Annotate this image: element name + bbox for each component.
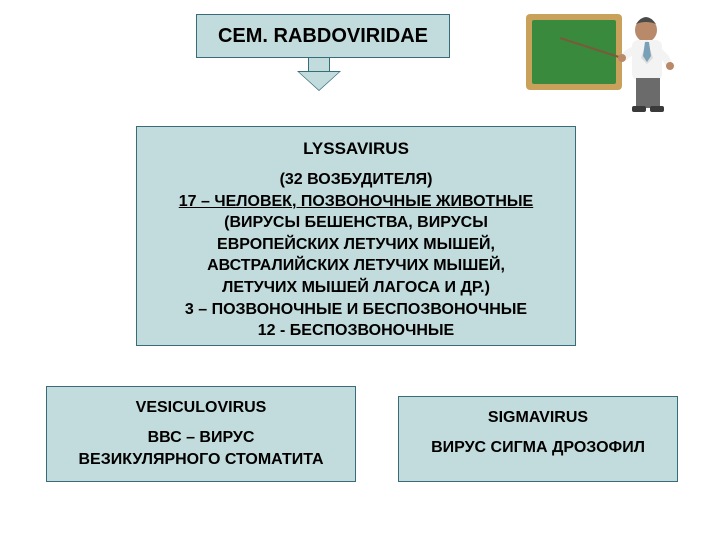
hand-right — [666, 62, 674, 70]
vesiculovirus-title: VESICULOVIRUS — [57, 399, 345, 417]
lyssavirus-line: ЕВРОПЕЙСКИХ ЛЕТУЧИХ МЫШЕЙ, — [147, 234, 565, 256]
lyssavirus-line: (32 ВОЗБУДИТЕЛЯ) — [147, 169, 565, 191]
vesiculovirus-lines: ВВС – ВИРУСВЕЗИКУЛЯРНОГО СТОМАТИТА — [57, 427, 345, 470]
lyssavirus-line: ЛЕТУЧИХ МЫШЕЙ ЛАГОСА И ДР.) — [147, 277, 565, 299]
vesiculovirus-box: VESICULOVIRUS ВВС – ВИРУСВЕЗИКУЛЯРНОГО С… — [46, 386, 356, 482]
hand-left — [618, 54, 626, 62]
lyssavirus-line: (ВИРУСЫ БЕШЕНСТВА, ВИРУСЫ — [147, 212, 565, 234]
lyssavirus-box: LYSSAVIRUS (32 ВОЗБУДИТЕЛЯ)17 – ЧЕЛОВЕК,… — [136, 126, 576, 346]
arrow-stem — [308, 58, 330, 72]
title-text: СЕМ. RABDOVIRIDAE — [218, 25, 428, 48]
vesiculovirus-line: ВВС – ВИРУС — [57, 427, 345, 449]
sigmavirus-title: SIGMAVIRUS — [409, 409, 667, 427]
foot-l — [632, 106, 646, 112]
lyssavirus-line: 12 - БЕСПОЗВОНОЧНЫЕ — [147, 320, 565, 342]
title-box: СЕМ. RABDOVIRIDAE — [196, 14, 450, 58]
lyssavirus-lines: (32 ВОЗБУДИТЕЛЯ)17 – ЧЕЛОВЕК, ПОЗВОНОЧНЫ… — [147, 169, 565, 342]
foot-r — [650, 106, 664, 112]
sigmavirus-box: SIGMAVIRUS ВИРУС СИГМА ДРОЗОФИЛ — [398, 396, 678, 482]
sigmavirus-line: ВИРУС СИГМА ДРОЗОФИЛ — [409, 437, 667, 459]
lyssavirus-line: 17 – ЧЕЛОВЕК, ПОЗВОНОЧНЫЕ ЖИВОТНЫЕ — [147, 191, 565, 213]
lyssavirus-title: LYSSAVIRUS — [147, 139, 565, 159]
lyssavirus-line: АВСТРАЛИЙСКИХ ЛЕТУЧИХ МЫШЕЙ, — [147, 255, 565, 277]
teacher-clipart — [520, 8, 690, 118]
legs — [636, 78, 660, 108]
lyssavirus-line: 3 – ПОЗВОНОЧНЫЕ И БЕСПОЗВОНОЧНЫЕ — [147, 299, 565, 321]
arrow-head — [299, 72, 339, 90]
sigmavirus-lines: ВИРУС СИГМА ДРОЗОФИЛ — [409, 437, 667, 459]
vesiculovirus-line: ВЕЗИКУЛЯРНОГО СТОМАТИТА — [57, 449, 345, 471]
